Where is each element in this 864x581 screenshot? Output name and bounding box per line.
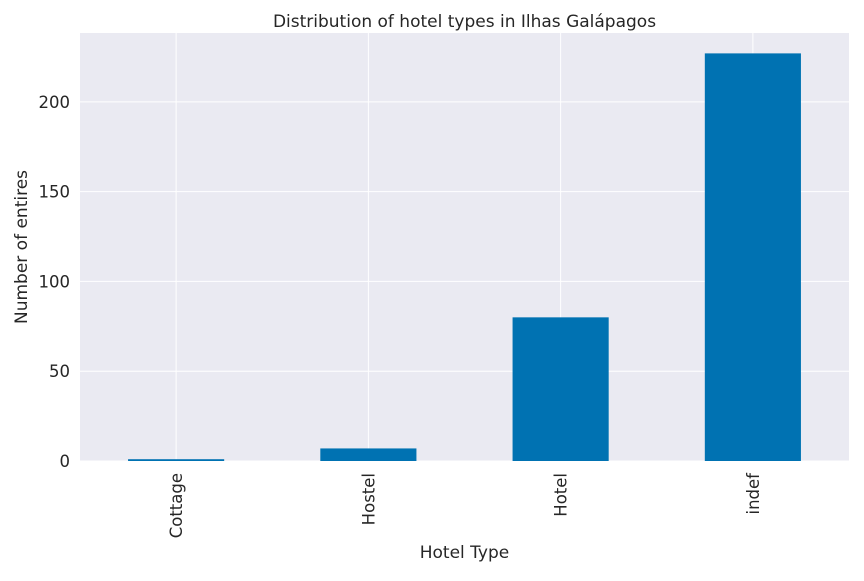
bar-hostel: [320, 448, 417, 461]
bars: [128, 53, 801, 461]
bar-cottage: [128, 459, 225, 461]
x-axis-label: Hotel Type: [420, 543, 509, 563]
y-tick-labels: 0 50 100 150 200: [39, 93, 71, 471]
x-tick-label: Cottage: [167, 473, 186, 538]
x-tick-label: Hotel: [552, 473, 571, 517]
y-tick-label: 100: [39, 272, 71, 291]
y-tick-label: 50: [49, 362, 70, 381]
x-tick-label: Hostel: [359, 473, 378, 525]
y-tick-label: 150: [39, 183, 71, 202]
y-tick-label: 0: [60, 452, 71, 471]
bar-indef: [704, 53, 801, 461]
x-tick-label: indef: [744, 472, 763, 515]
y-axis-label: Number of entires: [12, 170, 32, 324]
chart-title: Distribution of hotel types in Ilhas Gal…: [273, 12, 656, 32]
y-tick-label: 200: [39, 93, 71, 112]
x-tick-labels: Cottage Hostel Hotel indef: [167, 472, 763, 538]
bar-hotel: [512, 317, 609, 461]
